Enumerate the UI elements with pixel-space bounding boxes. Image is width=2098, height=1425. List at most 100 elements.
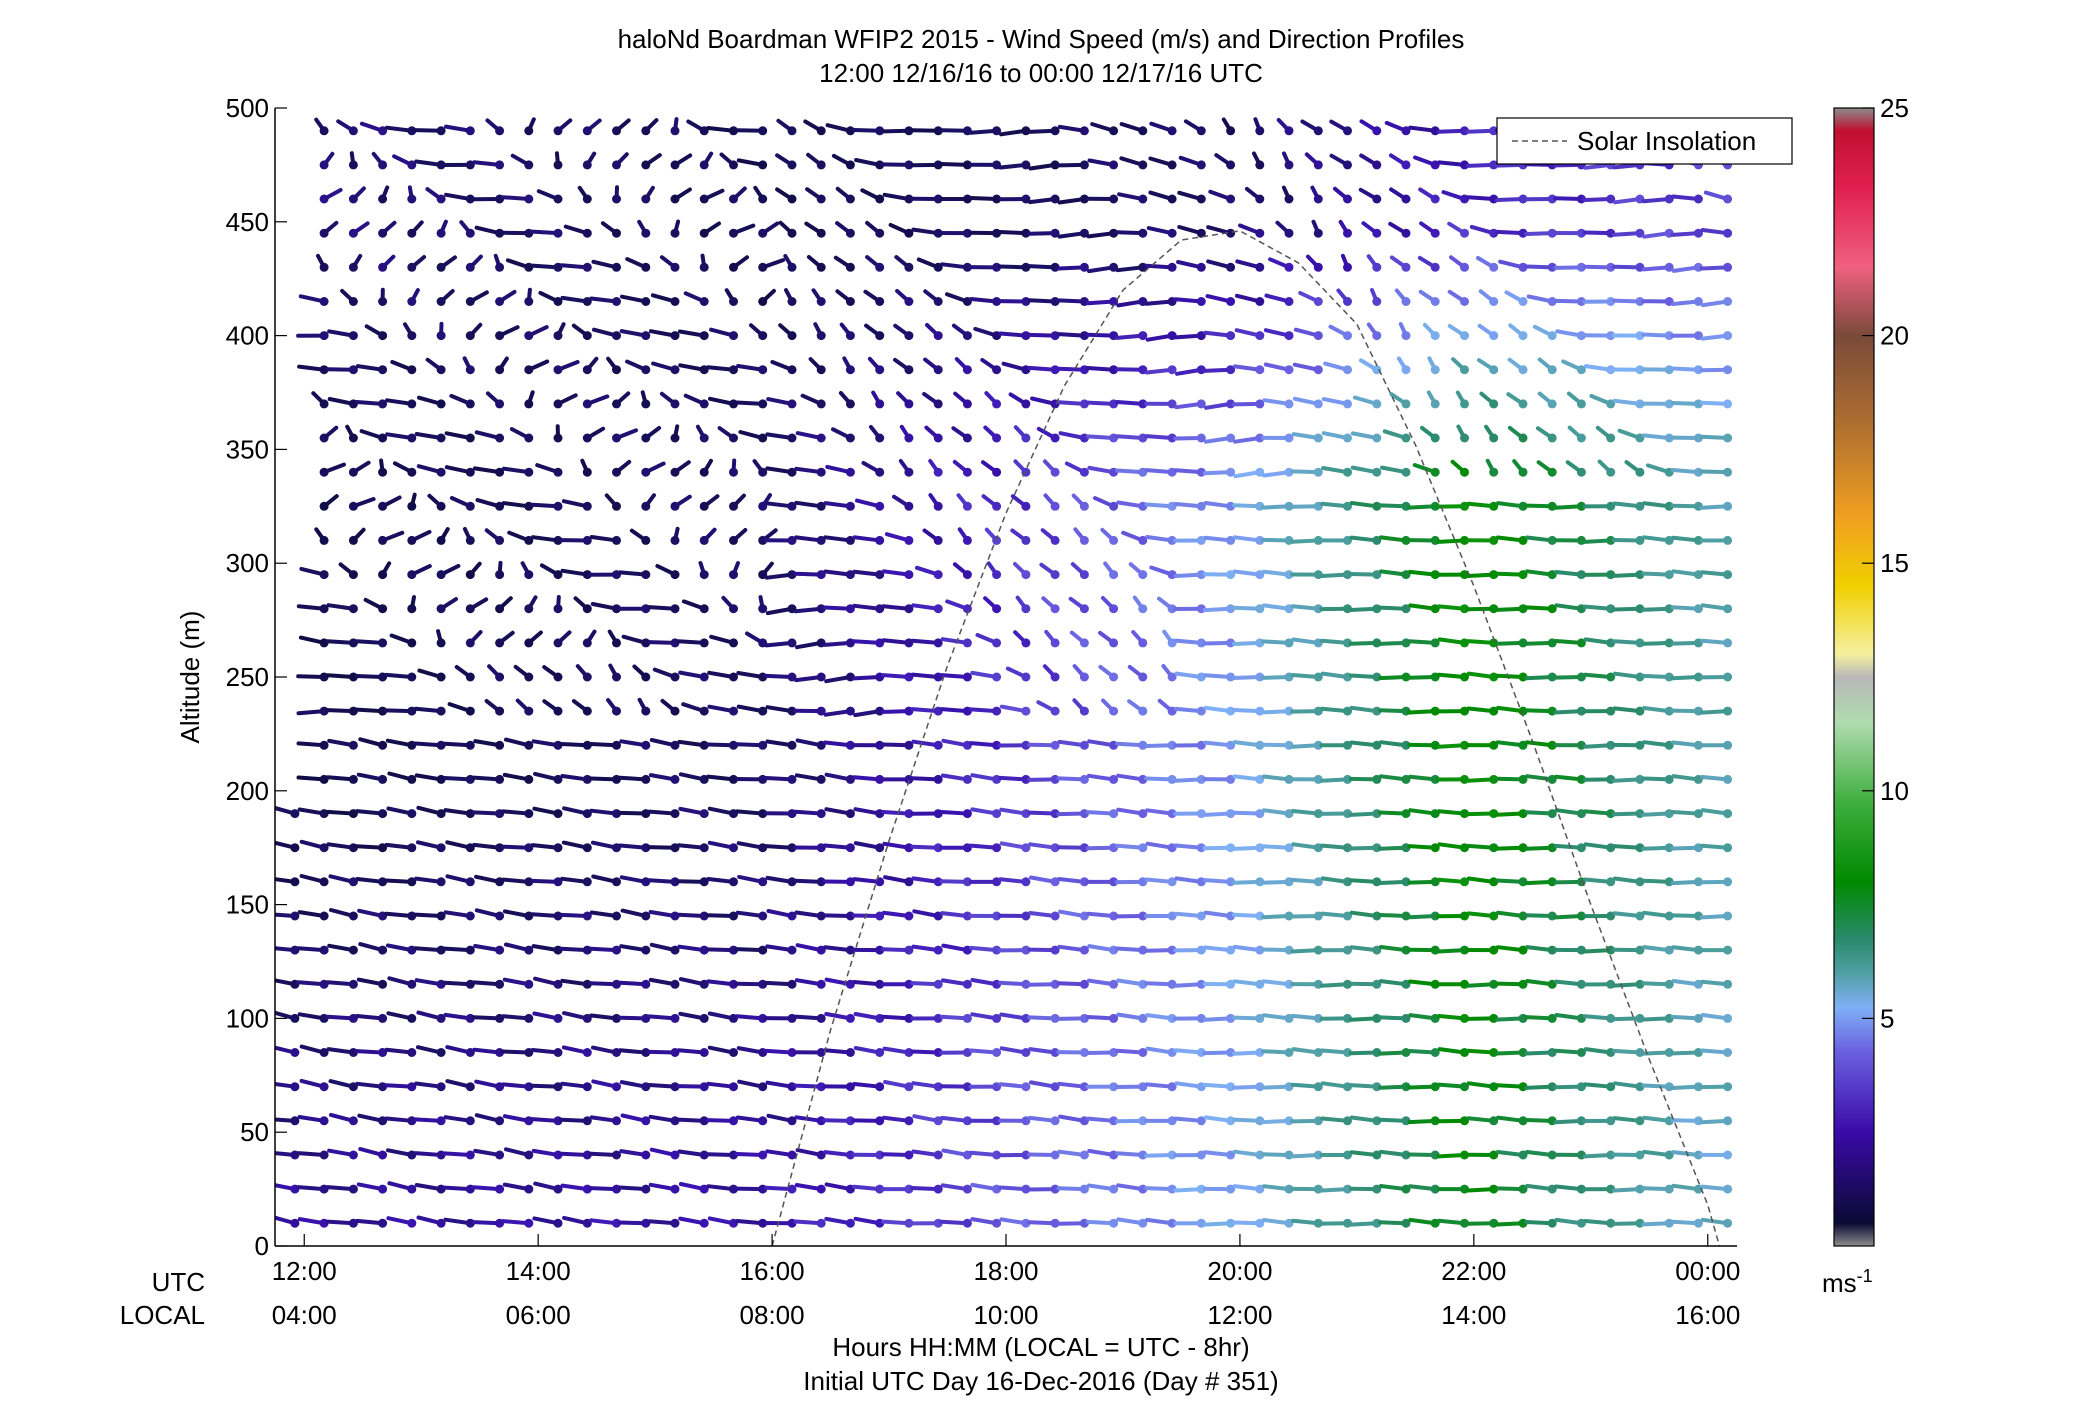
wind-barb-dot xyxy=(699,638,709,648)
wind-barb-dot xyxy=(904,331,914,341)
wind-barb-dot xyxy=(1606,877,1616,887)
wind-barb-dot xyxy=(933,399,943,409)
wind-barb-dot xyxy=(524,570,534,580)
wind-barb-dot xyxy=(407,638,417,648)
wind-barb-dot xyxy=(1723,1184,1733,1194)
wind-barb-dot xyxy=(553,979,563,989)
wind-barb-dot xyxy=(758,365,768,375)
wind-barb-dot xyxy=(378,774,388,784)
wind-barb-dot xyxy=(612,262,621,272)
wind-barb-dot xyxy=(1372,160,1382,170)
wind-barb-dot xyxy=(1255,399,1265,409)
wind-barb-dot xyxy=(1723,1048,1733,1057)
wind-barb-dot xyxy=(582,399,592,409)
wind-barb-dot xyxy=(699,331,709,341)
wind-barb-dot xyxy=(758,945,768,955)
wind-barb-dot xyxy=(670,604,680,614)
wind-barb-dot xyxy=(992,467,1002,477)
wind-barb-dot xyxy=(641,262,651,272)
wind-barb-dot xyxy=(582,638,592,648)
wind-barb-dot xyxy=(1723,194,1733,204)
wind-barb-dot xyxy=(582,331,592,341)
wind-barb-dot xyxy=(1664,1184,1674,1194)
wind-barb-dot xyxy=(699,262,709,272)
wind-barb-dot xyxy=(319,467,329,477)
wind-barb-dot xyxy=(1693,228,1703,238)
wind-barb-dot xyxy=(699,535,709,545)
wind-barb-dot xyxy=(1021,979,1031,989)
wind-barb-dot xyxy=(1723,467,1733,477)
y-tick-label: 250 xyxy=(226,662,269,692)
wind-barb-dot xyxy=(1109,638,1119,648)
colorbar-gradient xyxy=(1833,107,1875,1247)
wind-barb-dot xyxy=(816,228,826,238)
wind-barb-dot xyxy=(1109,672,1119,682)
wind-barb-dot xyxy=(1576,774,1586,784)
wind-barb-dot xyxy=(1313,1218,1323,1228)
wind-barb-dot xyxy=(699,297,709,306)
wind-barb-dot xyxy=(992,638,1002,648)
wind-barb-dot xyxy=(670,467,680,477)
y-tick-label: 100 xyxy=(226,1003,269,1033)
wind-barb-dot xyxy=(1372,774,1382,784)
wind-barb-dot xyxy=(1021,194,1031,204)
wind-barb-dot xyxy=(1196,979,1206,989)
wind-barb-dot xyxy=(378,604,388,614)
wind-barb-dot xyxy=(348,1116,358,1126)
y-axis-ticks: 0 50 100 150 200 250 300 350 400 450 500 xyxy=(226,93,287,1261)
wind-barb-dot xyxy=(962,399,972,409)
wind-barb-dot xyxy=(348,433,358,443)
wind-barb-dot xyxy=(319,262,329,272)
wind-barb-dot xyxy=(1138,331,1148,341)
wind-barb-dot xyxy=(319,126,329,136)
wind-barb-dot xyxy=(962,604,972,614)
wind-barb-dot xyxy=(670,194,680,204)
wind-barb-dot xyxy=(378,467,388,477)
wind-barb-dot xyxy=(1343,501,1352,511)
wind-barb-dot xyxy=(1430,262,1440,272)
wind-barb-dot xyxy=(641,774,651,784)
wind-barb-dot xyxy=(1255,535,1265,545)
wind-barb-dot xyxy=(1313,535,1323,545)
wind-barb-dot xyxy=(524,604,534,614)
wind-barb-dot xyxy=(1635,501,1645,511)
wind-barb-dot xyxy=(933,365,943,375)
wind-barb-dot xyxy=(1401,809,1411,819)
wind-barb-dot xyxy=(962,535,972,545)
wind-barb-dot xyxy=(1109,1184,1119,1194)
wind-barb-dot xyxy=(816,672,826,682)
wind-barb-dot xyxy=(641,228,651,238)
wind-barb-dot xyxy=(1079,740,1089,750)
wind-barb-dot xyxy=(1664,570,1674,580)
wind-barb-dot xyxy=(670,1013,680,1023)
wind-barb-dot xyxy=(1167,126,1177,136)
wind-barb-dot xyxy=(845,228,855,238)
wind-barb-dot xyxy=(465,945,475,955)
wind-barb-dot xyxy=(962,1218,972,1228)
wind-barb-dot xyxy=(845,1150,855,1160)
wind-barb-dot xyxy=(1489,467,1499,477)
wind-barb-dot xyxy=(1313,262,1323,272)
wind-barb-dot xyxy=(1109,365,1119,375)
wind-barb-dot xyxy=(1489,1116,1499,1126)
wind-barb-dot xyxy=(1664,262,1674,272)
wind-barb-dot xyxy=(1079,228,1089,238)
wind-barb-dot xyxy=(1401,331,1411,341)
wind-barb-dot xyxy=(1723,740,1733,750)
wind-barb-dot xyxy=(1284,570,1294,580)
x-tick-label-utc: 18:00 xyxy=(973,1256,1038,1286)
wind-barb-dot xyxy=(436,228,446,238)
wind-barb-dot xyxy=(1050,843,1060,853)
wind-barb-dot xyxy=(378,809,388,819)
wind-barb-dot xyxy=(553,501,563,511)
wind-barb-dot xyxy=(1050,570,1060,580)
wind-barb-dot xyxy=(787,672,797,682)
wind-barb-dot xyxy=(436,501,446,511)
wind-barb-dot xyxy=(758,911,768,921)
wind-barb-dot xyxy=(436,365,446,375)
wind-barb-dot xyxy=(787,740,797,750)
wind-barb-dot xyxy=(962,979,972,989)
wind-barb-dot xyxy=(787,194,797,204)
wind-barb-dot xyxy=(962,262,972,272)
wind-barb-dot xyxy=(962,809,972,819)
